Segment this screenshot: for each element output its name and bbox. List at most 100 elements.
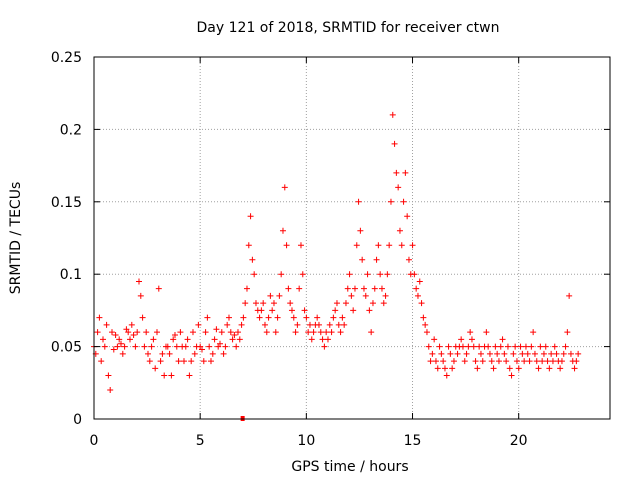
data-point [146,358,153,365]
data-point [429,350,436,357]
data-point [425,343,432,350]
data-point [380,300,387,307]
data-point [342,300,349,307]
data-point [391,140,398,147]
data-point [350,307,357,314]
x-tick-labels: 0 5 10 15 20 [90,433,528,449]
data-point [184,336,191,343]
data-point [386,242,393,249]
x-axis-label: GPS time / hours [291,459,408,475]
data-point [234,329,241,336]
data-point [479,358,486,365]
data-point [224,321,231,328]
data-point [157,358,164,365]
y-tick-labels: 0 0.05 0.1 0.15 0.2 0.25 [51,50,82,428]
data-point [177,329,184,336]
data-point [128,321,135,328]
data-point [526,358,533,365]
data-point [308,336,315,343]
data-point [326,321,333,328]
y-tick-label: 0.25 [51,50,82,66]
data-point [521,358,528,365]
data-point [515,365,522,372]
data-point [161,372,168,379]
data-point [170,336,177,343]
data-point [530,329,537,336]
axis-ticks [93,56,610,420]
y-tick-label: 0.15 [51,195,82,211]
data-point [292,329,299,336]
data-point [513,358,520,365]
data-point [242,300,249,307]
data-point [132,343,139,350]
data-point [126,336,133,343]
data-point [256,314,263,321]
data-point [330,314,337,321]
data-point [398,242,405,249]
data-point [285,285,292,292]
data-point [495,358,502,365]
data-point [231,332,238,339]
x-tick-label: 20 [510,433,528,449]
data-point [236,336,243,343]
y-tick-label: 0.2 [60,122,82,138]
data-point [301,307,308,314]
data-point [402,169,409,176]
data-point [476,343,483,350]
data-point [546,365,553,372]
data-point [544,358,551,365]
data-point [540,350,547,357]
data-point [107,387,114,394]
data-point [477,350,484,357]
data-point [96,314,103,321]
data-point [573,358,580,365]
data-point [98,358,105,365]
data-point [303,314,310,321]
data-point [290,314,297,321]
y-axis-label: SRMTID / TECUs [8,182,24,295]
data-point [182,343,189,350]
data-point [296,285,303,292]
data-point [121,343,128,350]
x-tick-label: 5 [196,433,205,449]
data-point [519,350,526,357]
data-point [504,343,511,350]
data-point [454,350,461,357]
data-point [371,285,378,292]
data-point [159,350,166,357]
data-point [378,285,385,292]
data-point [274,314,281,321]
data-point [251,271,258,278]
data-point [485,343,492,350]
data-point [465,343,472,350]
data-point [553,350,560,357]
data-point [497,343,504,350]
data-point [490,365,497,372]
data-point [474,365,481,372]
data-point [492,343,499,350]
data-point [501,350,508,357]
data-point [233,343,240,350]
data-point [269,307,276,314]
data-point [261,321,268,328]
data-point [200,358,207,365]
data-point [458,336,465,343]
data-point [314,314,321,321]
data-point [155,285,162,292]
data-point [168,372,175,379]
data-point [152,365,159,372]
data-point [171,332,178,339]
data-point [294,321,301,328]
data-point [364,271,371,278]
data-point [299,271,306,278]
data-point [305,329,312,336]
data-point [315,321,322,328]
data-point [355,198,362,205]
data-point [150,336,157,343]
data-point [227,329,234,336]
data-point [317,329,324,336]
data-point [101,343,108,350]
data-point [436,343,443,350]
data-point [510,350,517,357]
